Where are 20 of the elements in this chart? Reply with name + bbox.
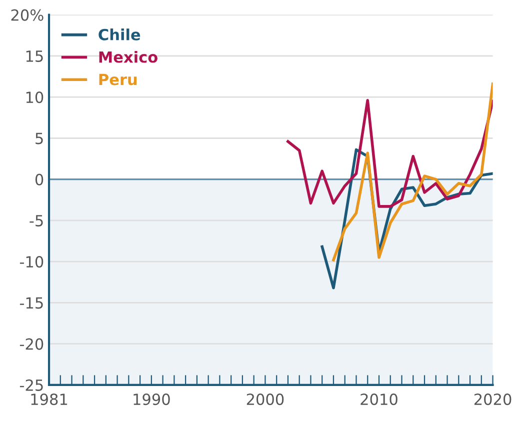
y-tick-label: 0 <box>35 174 44 186</box>
line-series <box>332 82 493 262</box>
legend-label: Chile <box>98 28 140 40</box>
line-series <box>286 98 493 208</box>
x-tick-label: 2000 <box>246 394 284 406</box>
y-tick-label: -25 <box>20 379 43 391</box>
y-tick-label: 20% <box>11 9 44 21</box>
y-tick-label: 10 <box>26 92 44 104</box>
y-tick-label: -15 <box>20 297 43 309</box>
y-tick-label: -20 <box>20 338 44 350</box>
x-tick-label: 1981 <box>31 394 68 406</box>
x-tick-label: 1990 <box>134 394 170 406</box>
x-tick-label: 2010 <box>360 394 398 406</box>
y-tick-label: -10 <box>20 256 44 268</box>
y-tick-label: -5 <box>30 215 43 226</box>
legend-label: Peru <box>99 74 137 86</box>
y-tick-label: 5 <box>36 132 43 144</box>
legend-label: Mexico <box>99 50 158 63</box>
x-tick-label: 2020 <box>474 394 512 406</box>
y-tick-label: 15 <box>26 50 43 62</box>
